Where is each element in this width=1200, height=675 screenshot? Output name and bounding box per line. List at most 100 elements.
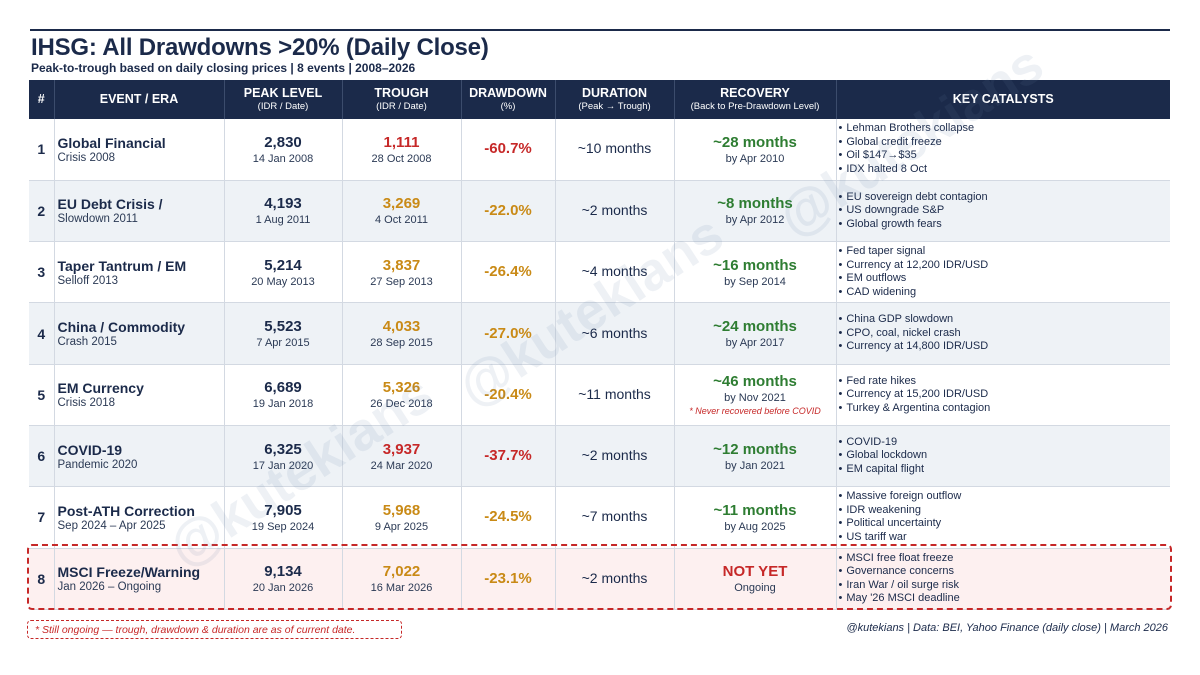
trough-date: 28 Oct 2008 [371, 152, 432, 165]
drawdown-cell: -37.7% [460, 425, 555, 488]
event-cell: Post-ATH Correction Sep 2024 – Apr 2025 [53, 486, 224, 549]
catalyst-item: Currency at 14,800 IDR/USD [839, 340, 1171, 354]
row-number: 2 [29, 180, 54, 243]
row-number: 3 [29, 241, 54, 304]
catalyst-item: US downgrade S&P [839, 204, 1171, 218]
catalyst-item: COVID-19 [839, 436, 1171, 450]
drawdown-cell: -22.0% [460, 180, 555, 243]
event-cell: Global Financial Crisis 2008 [53, 119, 224, 181]
duration-value: ~7 months [581, 508, 648, 525]
peak-cell: 9,134 20 Jan 2026 [223, 548, 342, 610]
drawdown-cell: -60.7% [460, 119, 555, 181]
trough-value: 4,033 [382, 318, 421, 336]
trough-cell: 1,111 28 Oct 2008 [341, 119, 461, 181]
peak-cell: 2,830 14 Jan 2008 [223, 119, 342, 181]
drawdown-value: -60.7% [484, 140, 532, 158]
catalysts-cell: EU sovereign debt contagion US downgrade… [835, 180, 1171, 243]
catalysts-cell: China GDP slowdown CPO, coal, nickel cra… [835, 302, 1171, 365]
catalysts-cell: Massive foreign outflow IDR weakening Po… [835, 486, 1171, 549]
event-name: EM Currency [57, 380, 144, 397]
peak-value: 5,523 [264, 318, 302, 336]
trough-cell: 5,326 26 Dec 2018 [341, 364, 461, 426]
catalyst-item: MSCI free float freeze [839, 552, 1171, 566]
table-row: 7 Post-ATH Correction Sep 2024 – Apr 2025… [29, 486, 1171, 549]
table-row: 5 EM Currency Crisis 2018 6,689 19 Jan 201… [29, 364, 1171, 426]
peak-cell: 6,325 17 Jan 2020 [223, 425, 342, 488]
source-credit: @kutekians | Data: BEI, Yahoo Finance (d… [846, 622, 1168, 634]
catalyst-item: Global credit freeze [839, 136, 1171, 150]
event-cell: EM Currency Crisis 2018 [53, 364, 224, 426]
duration-value: ~2 months [581, 569, 648, 586]
row-number: 7 [29, 486, 54, 549]
recovery-cell: ~46 months by Nov 2021 * Never recovered b… [673, 364, 836, 426]
duration-cell: ~2 months [554, 425, 674, 488]
catalyst-item: Fed taper signal [839, 245, 1171, 259]
trough-date: 28 Sep 2015 [370, 337, 433, 350]
drawdown-value: -23.1% [484, 569, 532, 587]
recovery-value: NOT YET [722, 563, 788, 581]
header-catalysts: KEY CATALYSTS [835, 80, 1170, 119]
peak-value: 4,193 [264, 195, 302, 213]
peak-value: 6,689 [264, 379, 302, 397]
event-cell: China / Commodity Crash 2015 [53, 302, 224, 365]
peak-cell: 6,689 19 Jan 2018 [223, 364, 342, 426]
header-trough: TROUGH (IDR / Date) [341, 80, 461, 119]
peak-cell: 7,905 19 Sep 2024 [223, 486, 342, 549]
event-era: Sep 2024 – Apr 2025 [57, 519, 166, 532]
recovery-value: ~28 months [713, 133, 797, 151]
catalyst-item: IDR weakening [839, 504, 1171, 518]
event-name: Taper Tantrum / EM [57, 257, 187, 274]
duration-value: ~4 months [581, 263, 648, 280]
recovery-note: * Never recovered before COVID [689, 406, 821, 417]
recovery-cell: ~8 months by Apr 2012 [673, 180, 836, 243]
event-era: Crisis 2008 [57, 151, 116, 164]
peak-date: 14 Jan 2008 [252, 152, 314, 165]
recovery-date: by Nov 2021 [724, 392, 786, 405]
catalyst-item: Governance concerns [839, 565, 1171, 579]
recovery-value: ~16 months [713, 256, 797, 274]
peak-date: 19 Sep 2024 [251, 520, 315, 533]
recovery-date: Ongoing [734, 582, 776, 595]
table-row: 3 Taper Tantrum / EM Selloff 2013 5,214 20… [29, 241, 1171, 304]
catalyst-item: Fed rate hikes [839, 375, 1171, 389]
row-number: 8 [29, 548, 54, 610]
catalyst-item: Massive foreign outflow [839, 490, 1171, 504]
trough-date: 26 Dec 2018 [370, 398, 433, 411]
recovery-cell: ~16 months by Sep 2014 [673, 241, 836, 304]
trough-cell: 4,033 28 Sep 2015 [341, 302, 461, 365]
trough-cell: 3,269 4 Oct 2011 [341, 180, 461, 243]
drawdown-value: -24.5% [484, 508, 532, 526]
catalyst-item: Lehman Brothers collapse [839, 122, 1171, 136]
catalyst-item: Iran War / oil surge risk [839, 579, 1171, 593]
top-rule [30, 29, 1170, 31]
peak-value: 7,905 [264, 501, 302, 519]
table-row: 2 EU Debt Crisis / Slowdown 2011 4,193 1 A… [29, 180, 1171, 243]
catalysts-cell: Fed rate hikes Currency at 15,200 IDR/US… [835, 364, 1171, 426]
duration-cell: ~10 months [554, 119, 674, 181]
event-name: COVID-19 [57, 441, 123, 458]
drawdown-value: -20.4% [484, 385, 532, 403]
trough-date: 9 Apr 2025 [374, 520, 429, 533]
catalyst-item: EM capital flight [839, 463, 1171, 477]
catalyst-item: Currency at 12,200 IDR/USD [839, 259, 1171, 273]
event-era: Selloff 2013 [57, 274, 119, 287]
catalyst-item: Global lockdown [839, 449, 1171, 463]
header-duration: DURATION (Peak → Trough) [554, 80, 674, 119]
duration-value: ~2 months [581, 201, 648, 218]
event-era: Slowdown 2011 [57, 213, 138, 226]
table-header-row: # EVENT / ERA PEAK LEVEL (IDR / Date) TRO… [29, 80, 1170, 119]
peak-cell: 5,523 7 Apr 2015 [223, 302, 342, 365]
recovery-cell: NOT YET Ongoing [673, 548, 836, 610]
duration-cell: ~7 months [554, 486, 674, 549]
peak-date: 17 Jan 2020 [252, 459, 314, 472]
header-event: EVENT / ERA [53, 80, 224, 119]
trough-cell: 7,022 16 Mar 2026 [341, 548, 461, 610]
drawdown-value: -27.0% [484, 324, 532, 342]
duration-cell: ~6 months [554, 302, 674, 365]
duration-cell: ~2 months [554, 548, 674, 610]
duration-value: ~10 months [577, 140, 652, 157]
duration-value: ~2 months [581, 447, 648, 464]
peak-value: 6,325 [264, 440, 302, 458]
catalyst-item: May '26 MSCI deadline [839, 592, 1171, 606]
event-name: China / Commodity [57, 319, 186, 336]
